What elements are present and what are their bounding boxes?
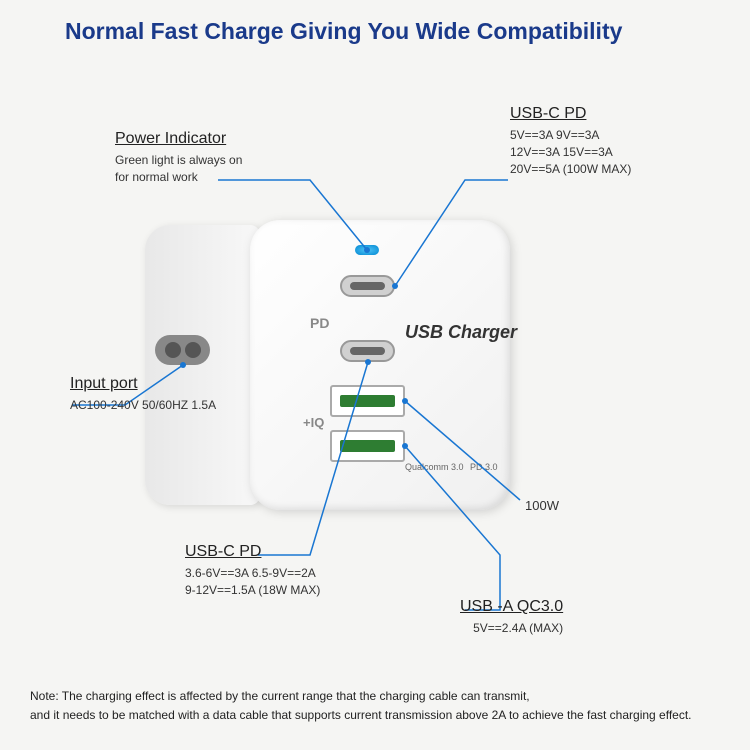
callout-text: 20V==5A (100W MAX) — [510, 161, 631, 178]
footnote: Note: The charging effect is affected by… — [30, 687, 692, 725]
led-indicator-icon — [355, 245, 379, 255]
callout-text: Green light is always on — [115, 152, 242, 169]
input-port-icon — [155, 335, 210, 365]
callout-title: USB-C PD — [185, 543, 320, 561]
main-title: Normal Fast Charge Giving You Wide Compa… — [65, 18, 622, 45]
callout-text: AC100-240V 50/60HZ 1.5A — [70, 397, 216, 414]
usba-port-2-icon — [330, 430, 405, 462]
callout-power-indicator: Power Indicator Green light is always on… — [115, 130, 242, 186]
charger-side-panel — [145, 225, 260, 505]
qualcomm-badge: Qualcomm 3.0 — [405, 462, 464, 472]
callout-usbc-pd-bottom: USB-C PD 3.6-6V==3A 6.5-9V==2A 9-12V==1.… — [185, 543, 320, 599]
callout-title: Power Indicator — [115, 130, 242, 148]
iq-label: +IQ — [303, 415, 324, 430]
callout-title: Input port — [70, 375, 216, 393]
footnote-line: and it needs to be matched with a data c… — [30, 706, 692, 725]
callout-text: 5V==2.4A (MAX) — [460, 620, 563, 637]
wattage-label: 100W — [525, 498, 559, 513]
usbc-port-top-icon — [340, 275, 395, 297]
callout-input-port: Input port AC100-240V 50/60HZ 1.5A — [70, 375, 216, 414]
callout-usbc-pd-top: USB-C PD 5V==3A 9V==3A 12V==3A 15V==3A 2… — [510, 105, 631, 177]
footnote-line: Note: The charging effect is affected by… — [30, 687, 692, 706]
callout-text: 12V==3A 15V==3A — [510, 144, 631, 161]
device-name-label: USB Charger — [405, 322, 517, 343]
callout-title: USB -A QC3.0 — [460, 598, 563, 616]
usbc-port-bottom-icon — [340, 340, 395, 362]
callout-text: for normal work — [115, 169, 242, 186]
callout-title: USB-C PD — [510, 105, 631, 123]
callout-text: 9-12V==1.5A (18W MAX) — [185, 582, 320, 599]
pd-label: PD — [310, 315, 329, 331]
callout-text: 5V==3A 9V==3A — [510, 127, 631, 144]
usba-port-1-icon — [330, 385, 405, 417]
pd3-badge: PD 3.0 — [470, 462, 498, 472]
callout-text: 3.6-6V==3A 6.5-9V==2A — [185, 565, 320, 582]
callout-usba-qc: USB -A QC3.0 5V==2.4A (MAX) — [460, 598, 563, 637]
